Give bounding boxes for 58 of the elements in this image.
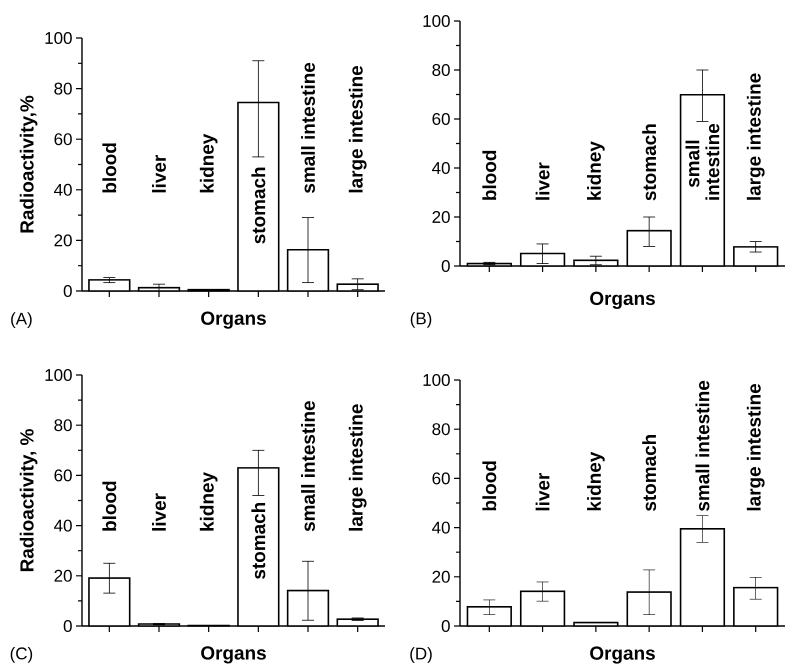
y-tick-label: 40 xyxy=(432,162,450,174)
y-tick-label: 20 xyxy=(54,234,72,246)
y-tick-label: 60 xyxy=(432,472,450,484)
y-tick-label: 20 xyxy=(432,570,450,583)
x-axis-title: Organs xyxy=(201,646,266,664)
x-axis-title: Organs xyxy=(590,646,655,664)
x-tick-label: liver xyxy=(536,472,550,510)
text: (A) xyxy=(11,312,32,328)
x-tick-label: blood xyxy=(482,461,496,510)
x-tick-label: kidney xyxy=(200,134,218,192)
y-tick-label: 100 xyxy=(46,32,72,44)
y-tick-label: 80 xyxy=(432,64,450,76)
text: (D) xyxy=(410,647,432,663)
x-tick-label: kidney xyxy=(587,452,605,510)
y-tick-label: 100 xyxy=(424,374,450,386)
y-tick-label: 0 xyxy=(442,620,450,632)
y-tick-label: 60 xyxy=(54,469,72,482)
x-tick-label: small intestine xyxy=(301,401,315,532)
x-tick-label: stomach xyxy=(642,434,656,511)
x-tick-label: liver xyxy=(536,162,550,200)
x-tick-label: large intestine xyxy=(348,66,367,192)
y-tick-label: 40 xyxy=(54,520,72,532)
text: (B) xyxy=(410,312,432,328)
y-tick-label: 60 xyxy=(432,112,450,125)
y-tick-label: 20 xyxy=(432,211,450,223)
x-axis-title: Organs xyxy=(590,292,655,309)
y-axis-title: Radioactivity,% xyxy=(20,96,38,232)
y-tick-label: 100 xyxy=(424,14,450,27)
x-tick-label: small intestine xyxy=(695,380,710,511)
y-tick-label: 0 xyxy=(442,260,450,272)
y-tick-label: 100 xyxy=(46,369,72,381)
y-tick-label: 60 xyxy=(54,133,72,146)
y-tick-label: 40 xyxy=(54,184,72,196)
x-tick-label: kidney xyxy=(587,141,605,200)
x-tick-label: stomach xyxy=(642,124,656,200)
x-tick-label: blood xyxy=(102,482,116,531)
y-tick-label: 0 xyxy=(64,620,72,632)
x-tick-label: small intestine xyxy=(301,62,315,193)
x-tick-label: blood xyxy=(102,143,116,192)
y-tick-label: 80 xyxy=(54,82,72,95)
y-tick-label: 80 xyxy=(54,419,72,432)
x-tick-label: stomach xyxy=(251,168,266,244)
x-tick-label: kidney xyxy=(200,472,218,531)
x-tick-label: large intestine xyxy=(746,384,765,510)
x-tick-label: stomach xyxy=(251,502,266,579)
text: (C) xyxy=(10,646,32,663)
x-tick-label: liver xyxy=(152,493,166,531)
x-tick-label: large intestine xyxy=(348,404,367,531)
y-tick-label: 80 xyxy=(432,423,450,436)
x-axis-title: Organs xyxy=(201,311,266,329)
x-tick-label: large intestine xyxy=(746,73,765,200)
x-tick-label: liver xyxy=(152,155,166,192)
y-tick-label: 40 xyxy=(432,522,450,534)
y-tick-label: 20 xyxy=(54,570,72,582)
x-tick-label: small intestine xyxy=(686,124,720,200)
x-tick-label: blood xyxy=(482,150,496,200)
y-axis-title: Radioactivity, % xyxy=(20,429,38,572)
y-tick-label: 0 xyxy=(64,285,72,297)
